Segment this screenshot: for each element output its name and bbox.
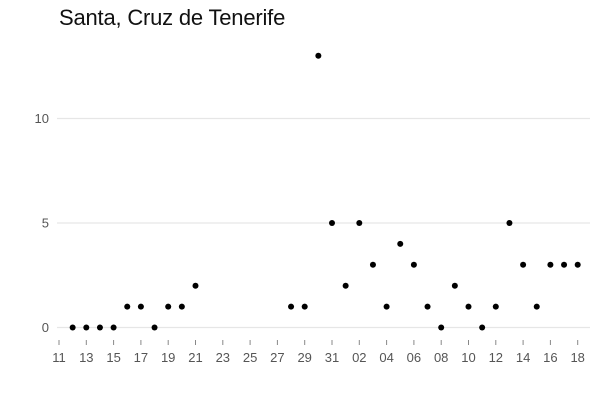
data-point — [83, 324, 90, 331]
y-tick-label: 5 — [42, 216, 49, 231]
x-tick-label: 04 — [379, 350, 393, 365]
data-point — [124, 303, 131, 310]
data-point — [410, 261, 417, 268]
data-point — [506, 220, 513, 226]
data-point — [438, 324, 445, 331]
x-tick-label: 27 — [270, 350, 284, 365]
data-point — [96, 324, 103, 331]
data-point — [574, 261, 581, 268]
data-point — [424, 303, 431, 310]
x-tick-label: 23 — [216, 350, 230, 365]
data-point — [192, 282, 199, 289]
data-point — [151, 324, 158, 331]
data-point — [547, 261, 554, 268]
axis-layer: 0 5 10 11 13 15 17 19 21 23 25 27 29 31 02 04 06 08 10 12 14… — [35, 111, 585, 365]
data-point — [561, 261, 568, 268]
data-point — [356, 220, 363, 226]
data-point — [383, 303, 390, 310]
grid-layer — [57, 117, 590, 329]
x-tick-label: 18 — [570, 350, 584, 365]
x-tick-label: 16 — [543, 350, 557, 365]
data-point — [288, 303, 295, 310]
data-point — [369, 261, 376, 268]
x-tick-label: 10 — [461, 350, 475, 365]
data-point — [137, 303, 144, 310]
point-layer — [69, 52, 581, 331]
x-tick-label: 08 — [434, 350, 448, 365]
data-point — [465, 303, 472, 310]
data-point — [479, 324, 486, 331]
y-tick-label: 0 — [42, 320, 49, 335]
x-tick-label: 13 — [79, 350, 93, 365]
x-tick-label: 14 — [516, 350, 530, 365]
data-point — [178, 303, 185, 310]
x-tick-label: 06 — [407, 350, 421, 365]
data-point — [301, 303, 308, 310]
data-point — [69, 324, 76, 331]
data-point — [165, 303, 172, 310]
data-point — [533, 303, 540, 310]
x-tick-label: 31 — [325, 350, 339, 365]
x-tick-label: 02 — [352, 350, 366, 365]
x-tick-label: 29 — [297, 350, 311, 365]
x-tick-label: 21 — [188, 350, 202, 365]
data-point — [492, 303, 499, 310]
data-point — [110, 324, 117, 331]
x-tick-label: 17 — [134, 350, 148, 365]
y-tick-label: 10 — [35, 111, 49, 126]
x-tick-label: 19 — [161, 350, 175, 365]
data-point — [451, 282, 458, 289]
x-tick-label: 25 — [243, 350, 257, 365]
data-point — [315, 52, 322, 59]
x-tick-label: 15 — [106, 350, 120, 365]
data-point — [397, 240, 404, 247]
data-point — [520, 261, 527, 268]
data-point — [329, 220, 335, 226]
x-tick-label: 12 — [489, 350, 503, 365]
data-point — [342, 282, 349, 289]
x-tick-label: 11 — [52, 350, 66, 365]
chart-title: Santa, Cruz de Tenerife — [59, 5, 286, 30]
